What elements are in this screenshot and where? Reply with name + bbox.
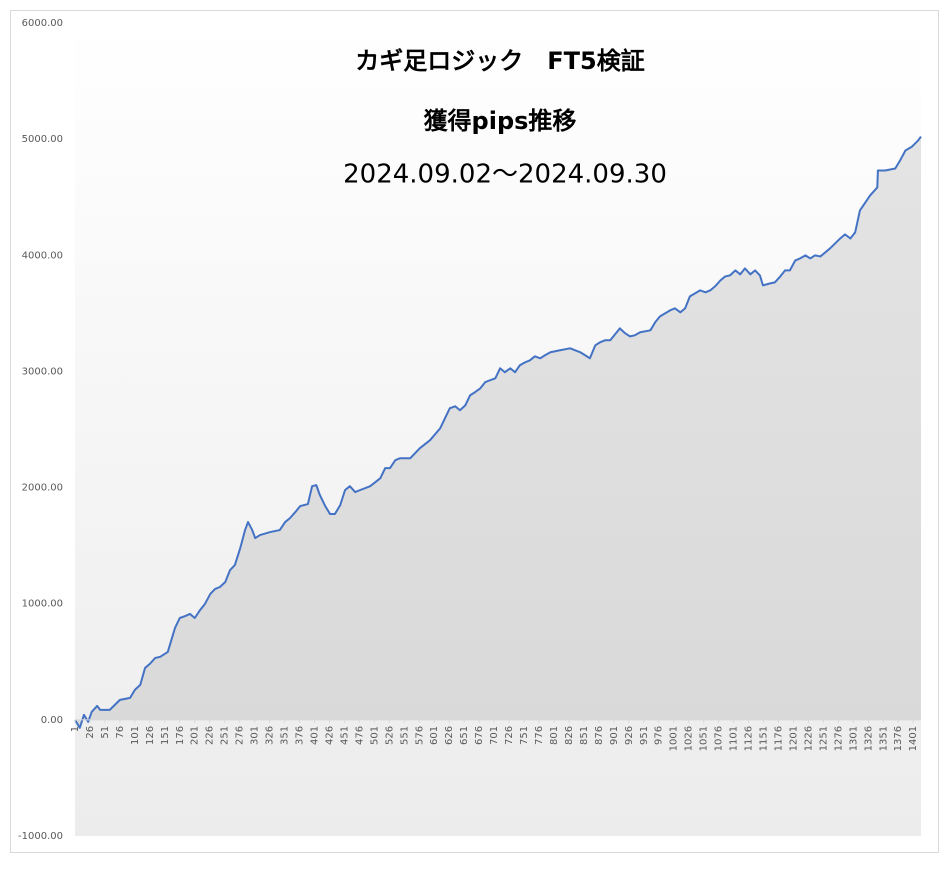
x-tick-label: 926: [624, 726, 635, 745]
x-tick-label: 951: [639, 726, 650, 745]
y-tick-label: 4000.00: [22, 250, 63, 261]
x-tick-label: 301: [250, 726, 261, 745]
x-tick-label: 1251: [818, 726, 829, 751]
chart-title: カギ足ロジック FT5検証: [355, 47, 644, 75]
x-tick-label: 626: [444, 726, 455, 745]
x-tick-label: 151: [160, 726, 171, 745]
y-tick-label: 5000.00: [22, 134, 63, 145]
chart-subtitle: 獲得pips推移: [424, 107, 577, 135]
x-tick-label: 26: [85, 726, 96, 739]
x-tick-label: 426: [324, 726, 335, 745]
x-tick-label: 1051: [699, 726, 710, 751]
x-tick-label: 126: [145, 726, 156, 745]
x-tick-label: 1376: [893, 726, 904, 751]
x-tick-label: 1151: [759, 726, 770, 751]
x-tick-label: 276: [235, 726, 246, 745]
x-tick-label: 676: [474, 726, 485, 745]
x-tick-label: 876: [594, 726, 605, 745]
x-tick-label: 1026: [684, 726, 695, 751]
x-tick-label: 601: [429, 726, 440, 745]
x-tick-label: 376: [295, 726, 306, 745]
x-tick-label: 201: [190, 726, 201, 745]
y-tick-label: 3000.00: [22, 366, 63, 377]
x-tick-label: 51: [100, 726, 111, 739]
x-tick-label: 576: [414, 726, 425, 745]
x-tick-label: 751: [519, 726, 530, 745]
x-tick-label: 801: [549, 726, 560, 745]
x-tick-label: 451: [339, 726, 350, 745]
x-tick-label: 1326: [863, 726, 874, 751]
x-tick-label: 526: [384, 726, 395, 745]
chart-period: 2024.09.02～2024.09.30: [343, 160, 667, 190]
x-tick-label: 1176: [774, 726, 785, 751]
x-tick-label: 726: [504, 726, 515, 745]
x-tick-label: 551: [399, 726, 410, 745]
x-tick-label: 851: [579, 726, 590, 745]
x-tick-label: 251: [220, 726, 231, 745]
x-tick-label: 1301: [848, 726, 859, 751]
y-tick-label: 2000.00: [22, 483, 63, 494]
x-tick-label: 401: [309, 726, 320, 745]
x-tick-label: 776: [534, 726, 545, 745]
x-tick-label: 651: [459, 726, 470, 745]
x-tick-label: 1276: [833, 726, 844, 751]
x-tick-label: 1201: [788, 726, 799, 751]
x-tick-label: 101: [130, 726, 141, 745]
x-tick-label: 1076: [714, 726, 725, 751]
y-tick-label: 0.00: [41, 715, 63, 726]
x-tick-label: 1: [70, 726, 81, 732]
x-tick-label: 701: [489, 726, 500, 745]
x-tick-label: 1401: [908, 726, 919, 751]
x-tick-label: 1226: [803, 726, 814, 751]
x-tick-label: 226: [205, 726, 216, 745]
y-tick-label: 1000.00: [22, 599, 63, 610]
x-tick-label: 1126: [744, 726, 755, 751]
x-tick-label: 501: [369, 726, 380, 745]
x-tick-label: 176: [175, 726, 186, 745]
x-tick-label: 351: [280, 726, 291, 745]
x-tick-label: 1351: [878, 726, 889, 751]
x-tick-label: 76: [115, 726, 126, 739]
x-tick-label: 1001: [669, 726, 680, 751]
y-tick-label: 6000.00: [22, 18, 63, 29]
x-tick-label: 826: [564, 726, 575, 745]
x-tick-label: 976: [654, 726, 665, 745]
x-tick-label: 326: [265, 726, 276, 745]
x-tick-label: 901: [609, 726, 620, 745]
y-tick-label: -1000.00: [18, 831, 63, 842]
x-tick-label: 476: [354, 726, 365, 745]
area: [75, 136, 921, 728]
line: [74, 135, 922, 729]
x-tick-label: 1101: [729, 726, 740, 751]
